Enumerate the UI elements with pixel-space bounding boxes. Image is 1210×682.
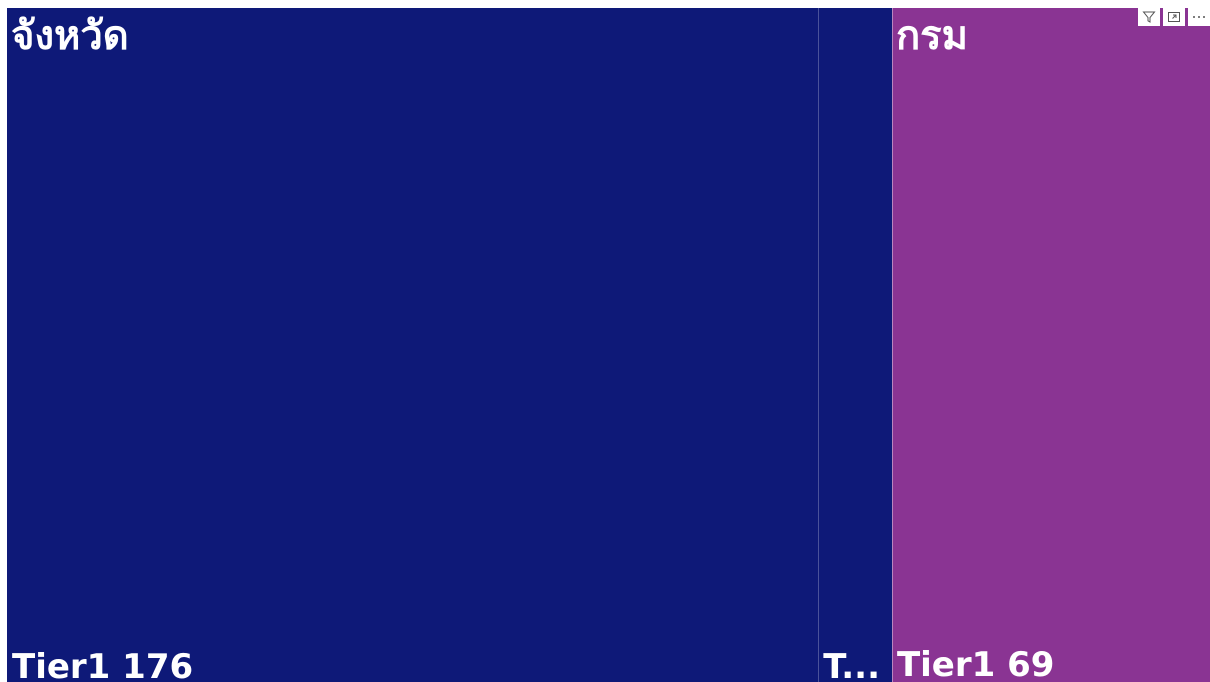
treemap-group-label: กรม [895, 13, 969, 59]
more-options-icon[interactable] [1188, 8, 1210, 26]
treemap-leaf-tile[interactable]: Tier1 69 [892, 8, 1210, 682]
treemap-group-tile[interactable]: Tier1 69 กรม [891, 8, 1210, 682]
visual-header [1138, 8, 1210, 26]
treemap-leaf-label: Tier1 69 [896, 645, 1055, 682]
treemap-divider [818, 8, 820, 682]
filter-icon[interactable] [1138, 8, 1160, 26]
treemap-group-divider [891, 8, 893, 682]
treemap-visual: Tier1 176 T... จังหวัด Tier1 69 กรม [7, 8, 1210, 682]
treemap-leaf-label: Tier1 176 [12, 647, 194, 682]
treemap-group-label: จังหวัด [11, 13, 129, 59]
treemap-leaf-tile[interactable]: Tier1 176 [7, 8, 818, 682]
treemap-leaf-label: T... [823, 647, 880, 682]
treemap-leaf-tile[interactable]: T... [818, 8, 892, 682]
focus-mode-icon[interactable] [1163, 8, 1185, 26]
treemap-group-tile[interactable]: Tier1 176 T... จังหวัด [7, 8, 892, 682]
